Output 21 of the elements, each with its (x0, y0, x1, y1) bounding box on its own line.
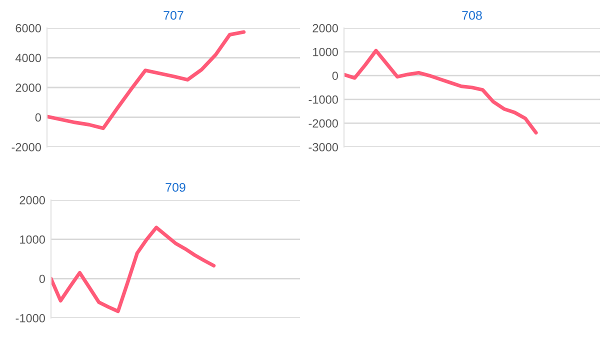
y-tick-label: 1000 (313, 48, 338, 56)
chart-title: 707 (164, 10, 184, 20)
line-series (47, 30, 246, 130)
y-tick-label: -2000 (12, 143, 41, 152)
y-tick-label: 2000 (20, 196, 45, 204)
y-tick-label: 0 (332, 72, 338, 80)
y-tick-label: 4000 (15, 54, 41, 62)
y-tick-label: -1000 (308, 95, 338, 104)
y-tick-label: 6000 (16, 24, 41, 32)
chart-title: 708 (462, 10, 482, 20)
y-tick-label: -2000 (308, 119, 338, 128)
chart-title: 709 (166, 182, 186, 192)
y-tick-label: -3000 (308, 143, 338, 152)
y-tick-label: 0 (35, 113, 41, 122)
line-series (344, 48, 538, 135)
line-series (51, 226, 216, 314)
y-tick-label: 1000 (20, 235, 45, 244)
y-tick-label: 2000 (16, 84, 41, 92)
y-tick-label: 2000 (312, 24, 338, 32)
y-tick-label: -1000 (16, 314, 45, 322)
y-tick-label: 0 (39, 274, 45, 284)
